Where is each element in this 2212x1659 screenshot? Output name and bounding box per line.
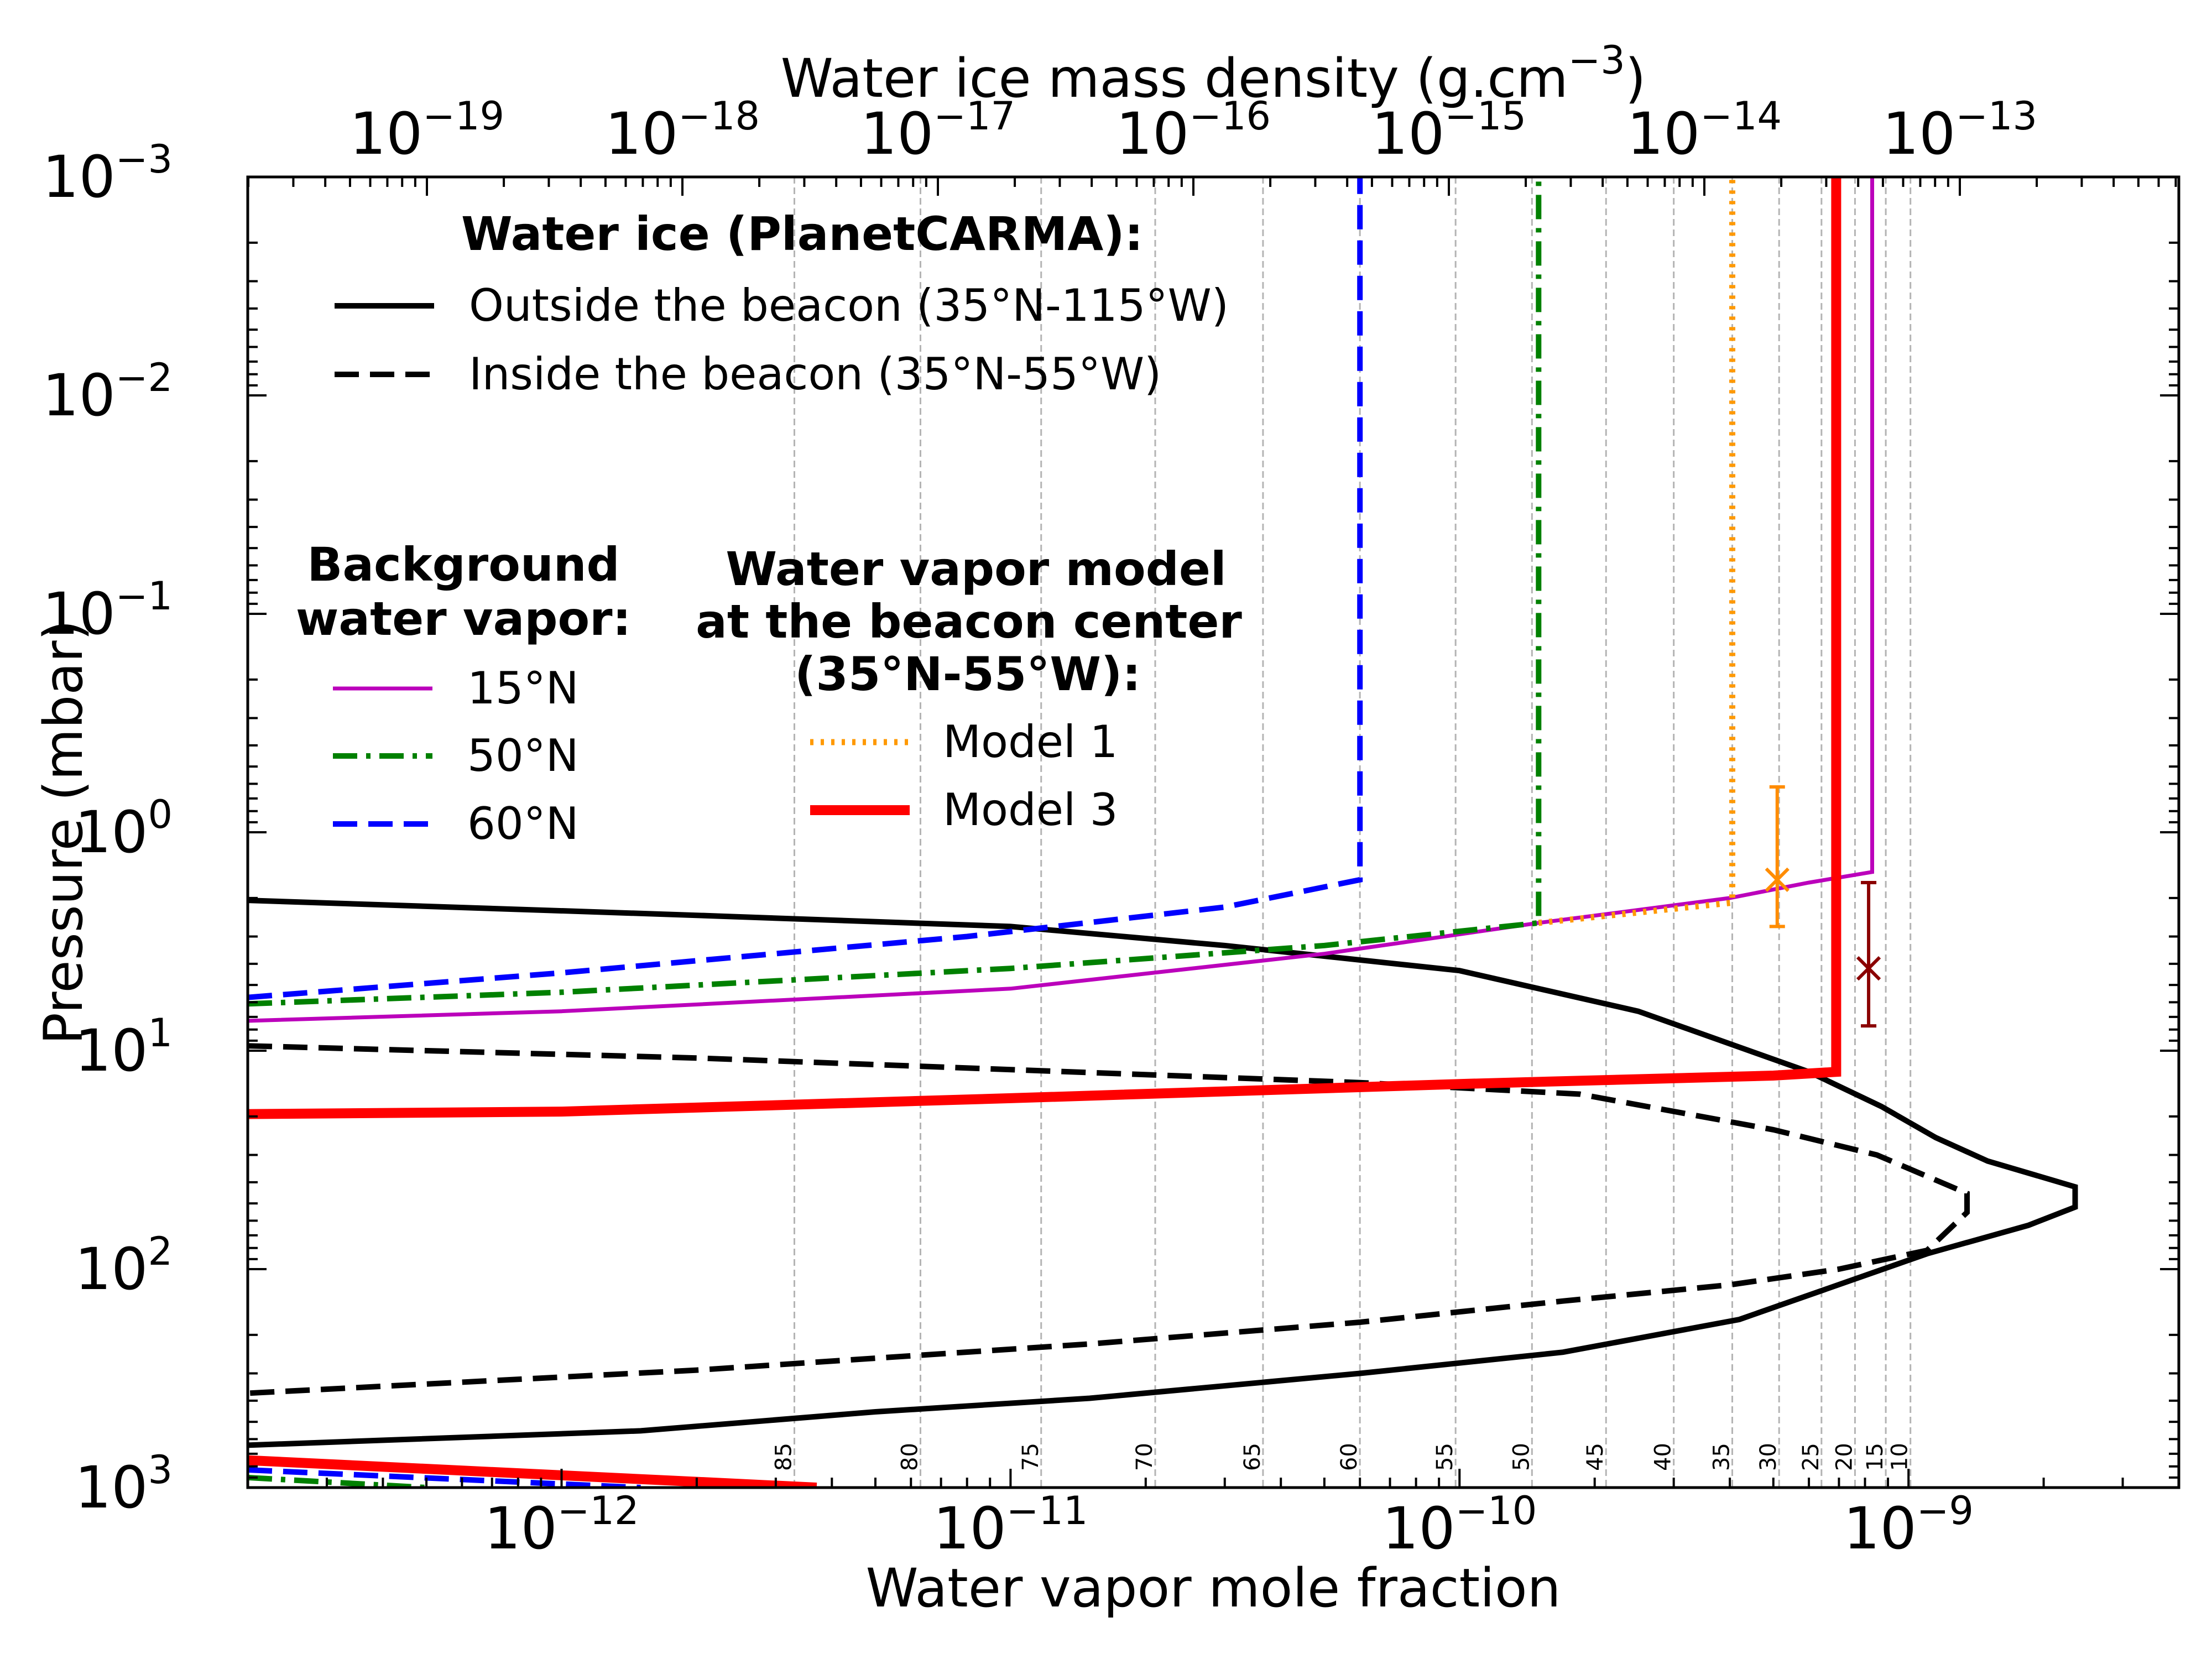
grid-label-30: 30 [1756,1443,1781,1471]
top-tick-label: 10−16 [1116,93,1271,168]
series-5 [1538,177,1735,926]
grid-label-85: 85 [771,1443,796,1471]
tick-layer [247,176,2180,1489]
y-tick-label: 10−2 [42,355,173,429]
legend-background-title-2: water vapor: [296,592,631,646]
y-tick-label: 10−1 [42,573,173,648]
x-tick-label: 10−9 [1843,1488,1974,1562]
y-axis-title: Pressure (mbar) [33,620,95,1045]
grid-label-50: 50 [1509,1443,1534,1471]
grid-label-40: 40 [1651,1443,1676,1471]
top-tick-label: 10−13 [1882,93,2037,168]
legend-label-outside: Outside the beacon (35°N-115°W) [469,280,1229,331]
error-marker-1 [1856,956,1881,981]
top-tick-label: 10−17 [860,93,1015,168]
legend-label-model1: Model 1 [943,716,1118,768]
grid-label-80: 80 [897,1443,922,1471]
grid-label-25: 25 [1798,1443,1824,1471]
y-tick-label: 101 [75,1010,173,1084]
x-tick-label: 10−10 [1382,1488,1537,1562]
y-tick-label: 103 [75,1447,173,1521]
series-9 [248,1474,427,1488]
legend-label-15n: 15°N [467,662,579,714]
legend-background: Background water vapor: 15°N 50°N 60°N [296,538,631,849]
legend-background-title-1: Background [307,538,619,592]
top-axis-title: Water ice mass density (g.cm−3) [781,38,1646,109]
grid-label-20: 20 [1832,1443,1857,1471]
grid-label-10: 10 [1887,1443,1913,1471]
series-0 [248,898,2078,1448]
series-layer [248,177,2078,1488]
top-tick-label: 10−18 [605,93,760,168]
tick-label-layer: 10−12 10−11 10−10 10−910−310−210−1100101102… [42,93,2037,1562]
legend-ice-title: Water ice (PlanetCARMA): [461,207,1143,261]
legend-label-model3: Model 3 [943,784,1118,836]
y-tick-label: 100 [75,792,173,866]
x-axis-title: Water vapor mole fraction [866,1557,1561,1619]
y-tick-label: 10−3 [42,137,173,211]
legend-ice: Water ice (PlanetCARMA): Outside the bea… [335,207,1229,400]
y-tick-label: 102 [75,1229,173,1303]
x-tick-label: 10−12 [484,1488,639,1562]
grid-label-60: 60 [1337,1443,1362,1471]
grid-label-15: 15 [1863,1443,1888,1471]
grid-label-75: 75 [1018,1443,1044,1471]
series-6 [248,177,1841,1119]
legend-model-title-3: (35°N-55°W): [795,647,1141,701]
series-4 [248,177,1363,1000]
legend-label-inside: Inside the beacon (35°N-55°W) [469,348,1161,400]
grid-label-65: 65 [1240,1443,1265,1471]
error-layer [1765,785,1881,1028]
legend-model-title-2: at the beacon center [696,594,1242,649]
legend-model: Water vapor model at the beacon center (… [696,542,1242,836]
legend-label-60n: 60°N [467,798,579,849]
error-marker-0 [1765,867,1790,893]
top-tick-label: 10−15 [1371,93,1526,168]
top-tick-label: 10−19 [349,93,504,168]
top-tick-label: 10−14 [1627,93,1782,168]
grid-label-35: 35 [1709,1443,1734,1471]
grid-label-45: 45 [1583,1443,1608,1471]
series-8 [248,1467,641,1488]
grid-label-70: 70 [1132,1443,1157,1471]
x-tick-label: 10−11 [933,1488,1088,1562]
grid-label-55: 55 [1432,1443,1458,1471]
legend-label-50n: 50°N [467,730,579,781]
legend-model-title-1: Water vapor model [726,542,1226,596]
series-7 [248,1455,817,1488]
